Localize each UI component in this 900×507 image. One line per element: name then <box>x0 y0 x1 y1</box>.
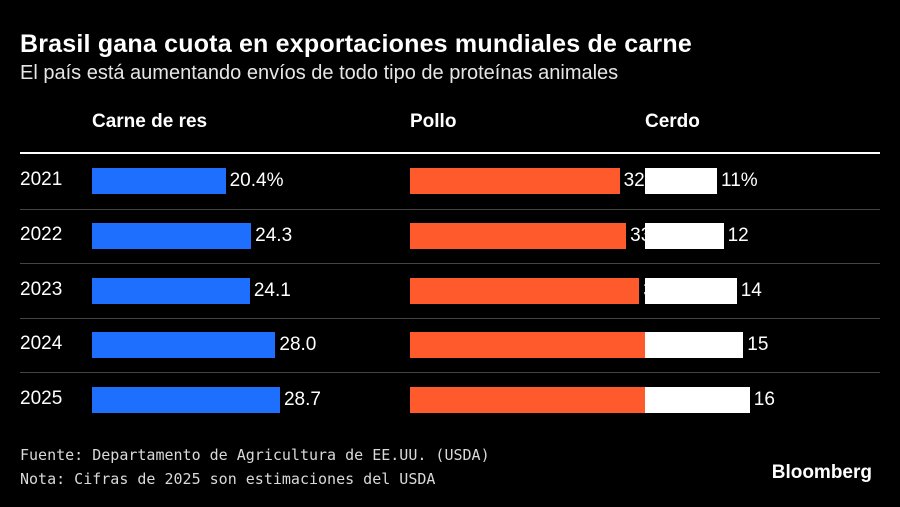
value-label-pork-2023: 14 <box>740 279 762 301</box>
year-label-2022: 2022 <box>20 223 63 245</box>
column-header-chicken: Pollo <box>410 111 457 132</box>
bloomberg-logo: Bloomberg <box>771 462 872 483</box>
column-header-pork: Cerdo <box>645 111 700 132</box>
row-separator <box>20 372 880 374</box>
value-label-beef-2021: 20.4% <box>229 170 284 192</box>
chart-title: Brasil gana cuota en exportaciones mundi… <box>20 30 692 58</box>
value-label-pork-2025: 16 <box>753 388 775 410</box>
bar-pork-2022 <box>645 222 724 249</box>
bar-pork-2024 <box>645 332 744 359</box>
bar-chicken-2024 <box>410 332 646 359</box>
bar-chicken-2025 <box>410 386 646 413</box>
row-separator <box>20 263 880 265</box>
value-label-pork-2022: 12 <box>727 224 749 246</box>
row-separator <box>20 317 880 319</box>
header-rule <box>20 152 880 154</box>
bar-beef-2025 <box>92 386 280 413</box>
bar-pork-2025 <box>645 386 750 413</box>
bar-chicken-2023 <box>410 277 640 304</box>
bar-chicken-2021 <box>410 168 620 195</box>
row-separator <box>20 208 880 210</box>
footnote: Nota: Cifras de 2025 son estimaciones de… <box>20 470 436 488</box>
value-label-beef-2024: 28.0 <box>279 334 317 356</box>
bar-beef-2023 <box>92 277 250 304</box>
year-label-2021: 2021 <box>20 169 63 191</box>
bar-chicken-2022 <box>410 222 627 249</box>
bar-pork-2023 <box>645 277 737 304</box>
bar-beef-2024 <box>92 332 276 359</box>
year-label-2025: 2025 <box>20 387 63 409</box>
bar-beef-2021 <box>92 168 226 195</box>
value-label-beef-2025: 28.7 <box>283 388 321 410</box>
value-label-pork-2021: 11% <box>721 170 758 192</box>
value-label-beef-2022: 24.3 <box>255 224 293 246</box>
source-note: Fuente: Departamento de Agricultura de E… <box>20 446 490 464</box>
year-label-2024: 2024 <box>20 333 63 355</box>
value-label-beef-2023: 24.1 <box>253 279 291 301</box>
chart-subtitle: El país está aumentando envíos de todo t… <box>20 62 619 84</box>
column-header-beef: Carne de res <box>92 111 208 132</box>
bar-pork-2021 <box>645 168 718 195</box>
value-label-pork-2024: 15 <box>747 334 769 356</box>
year-label-2023: 2023 <box>20 278 63 300</box>
bar-beef-2022 <box>92 222 252 249</box>
